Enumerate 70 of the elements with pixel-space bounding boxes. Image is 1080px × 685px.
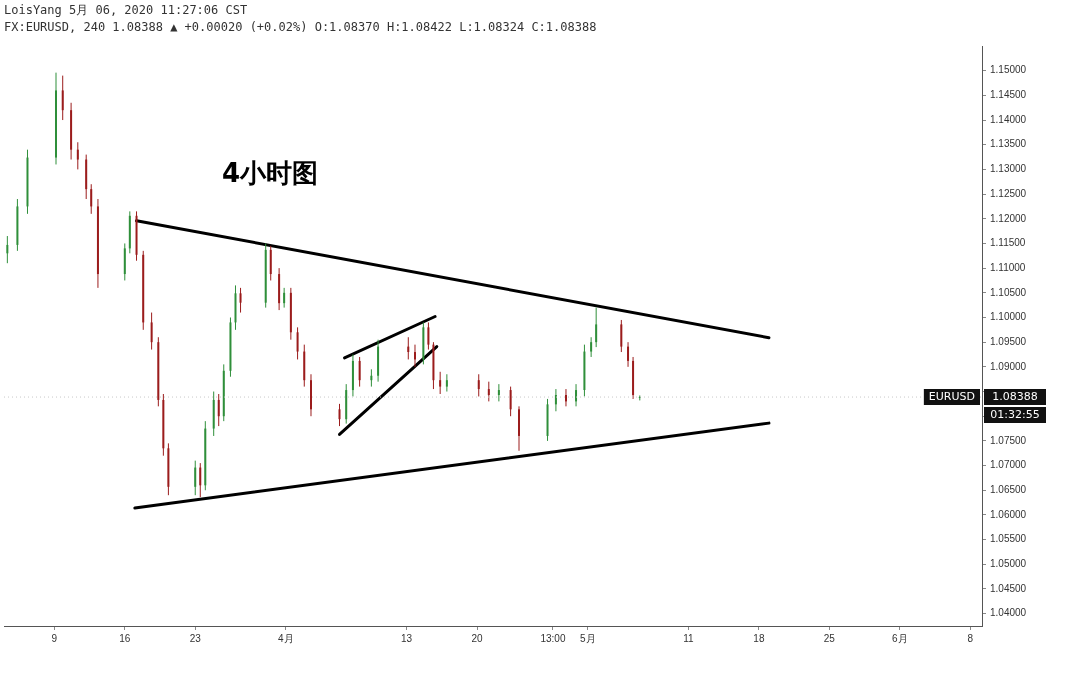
x-tick-label: 16 — [119, 632, 131, 644]
candlestick — [55, 72, 57, 165]
y-tick-label: 1.10500 — [990, 286, 1027, 298]
x-tick-label: 23 — [189, 632, 202, 644]
y-tick-label: 1.10000 — [990, 311, 1027, 323]
candlestick — [590, 336, 593, 358]
candlestick — [497, 383, 500, 402]
candlestick — [445, 373, 448, 393]
x-tick-label: 6月 — [892, 632, 908, 644]
candlestick — [61, 75, 64, 121]
candlestick — [620, 319, 623, 353]
candlestick — [239, 287, 242, 314]
candlestick — [150, 312, 153, 351]
y-tick-label: 1.04000 — [990, 607, 1027, 619]
x-tick-label: 13 — [401, 632, 413, 644]
x-tick-label: 5月 — [580, 632, 596, 644]
candlestick — [217, 393, 220, 427]
x-tick-label: 20 — [471, 632, 484, 644]
candlestick — [283, 287, 286, 309]
y-tick-label: 1.11000 — [990, 261, 1026, 273]
x-tick-label: 18 — [753, 632, 765, 644]
chart-subtitle: FX:EURUSD, 240 1.08388 ▲ +0.00020 (+0.02%) O:1.08370 H:1.08422 L:1.08324 C:1.08388 — [4, 19, 597, 36]
y-tick-label: 1.06500 — [990, 484, 1027, 496]
y-tick-label: 1.07000 — [990, 459, 1027, 471]
y-tick-label: 1.14500 — [990, 89, 1027, 101]
y-tick-label: 1.07500 — [990, 434, 1027, 446]
candlestick — [427, 321, 430, 351]
candlestick — [627, 341, 630, 368]
candlestick — [477, 373, 480, 397]
candlestick — [309, 373, 312, 417]
x-tick-label: 13:00 — [540, 632, 566, 644]
y-tick-label: 1.12000 — [990, 212, 1027, 224]
ref-line-label: EURUSD — [928, 389, 976, 403]
candlestick — [6, 235, 9, 264]
x-tick-label: 4月 — [278, 632, 294, 644]
candlestick — [194, 460, 197, 496]
x-tick-label: 25 — [823, 632, 836, 644]
candlestick — [518, 405, 520, 452]
candlestick — [564, 388, 567, 407]
x-tick-label: 11 — [683, 632, 695, 644]
candlestick — [509, 386, 512, 417]
candlestick — [358, 356, 361, 388]
y-tick-label: 1.06000 — [990, 508, 1027, 520]
y-tick-label: 1.11500 — [990, 237, 1026, 249]
candlestick — [296, 326, 299, 360]
candlestick — [487, 381, 490, 402]
text: 4小时图 — [222, 157, 319, 188]
y-tick-label: 1.05500 — [990, 533, 1027, 545]
y-tick-label: 1.13500 — [990, 138, 1027, 150]
y-tick-label: 1.04500 — [990, 582, 1027, 594]
candlestick — [338, 403, 341, 427]
y-tick-label: 1.09500 — [990, 335, 1027, 347]
y-tick-label: 1.14000 — [990, 113, 1027, 125]
y-tick-label: 1.13000 — [990, 163, 1027, 175]
candlestick — [595, 307, 598, 348]
x-tick-label: 9 — [51, 632, 58, 644]
y-tick-label: 1.05000 — [990, 558, 1027, 570]
text: 1.08388 — [992, 389, 1038, 403]
text: LoisYang 5月 06, 2020 11:27:06 CST — [4, 2, 249, 19]
candlestick — [414, 344, 416, 368]
candlestick — [90, 183, 93, 215]
candlestick — [439, 371, 442, 395]
candlestick — [76, 141, 79, 170]
y-tick-label: 1.09000 — [990, 360, 1027, 372]
candlestick — [407, 336, 410, 360]
y-tick-label: 1.15000 — [990, 64, 1027, 76]
text: 01:32:55 — [990, 407, 1040, 421]
y-tick-label: 1.12500 — [990, 187, 1027, 199]
candlestick — [199, 462, 202, 498]
x-tick-label: 8 — [967, 632, 974, 644]
